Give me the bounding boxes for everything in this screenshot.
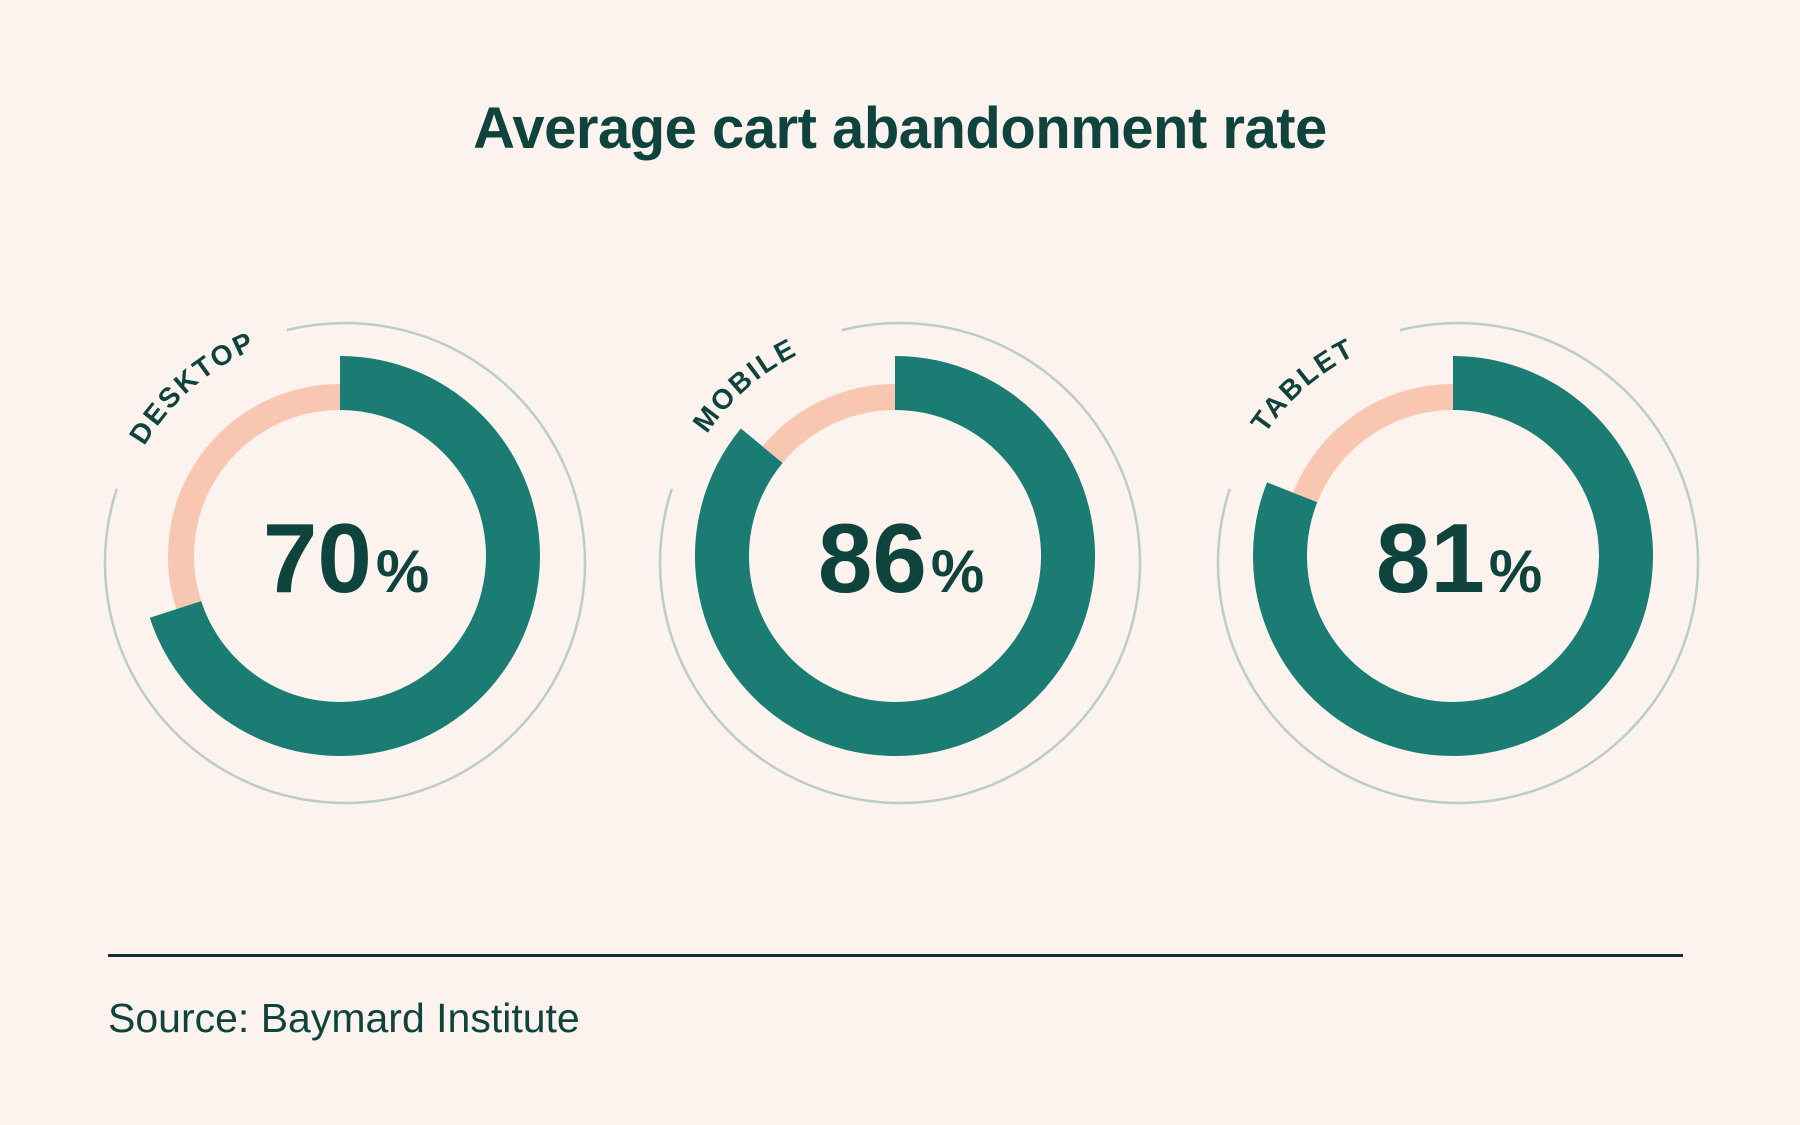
decorative-outline-ring xyxy=(658,321,1142,805)
value-arc xyxy=(149,356,540,756)
chart-label: MOBILE xyxy=(687,332,802,438)
remainder-arc xyxy=(168,384,341,610)
remainder-arc xyxy=(1293,384,1454,503)
chart-label: TABLET xyxy=(1245,332,1360,438)
value-arc xyxy=(695,356,1095,756)
chart-title: Average cart abandonment rate xyxy=(473,96,1327,161)
chart-value: 81% xyxy=(1376,503,1542,613)
remainder-arc xyxy=(762,384,896,464)
chart-value: 70% xyxy=(263,503,429,613)
value-arc xyxy=(1253,356,1653,756)
divider-line xyxy=(108,954,1683,957)
source-note: Source: Baymard Institute xyxy=(108,995,580,1041)
chart-value: 86% xyxy=(818,503,984,613)
decorative-outline-ring xyxy=(103,321,587,805)
decorative-outline-ring xyxy=(1216,321,1700,805)
